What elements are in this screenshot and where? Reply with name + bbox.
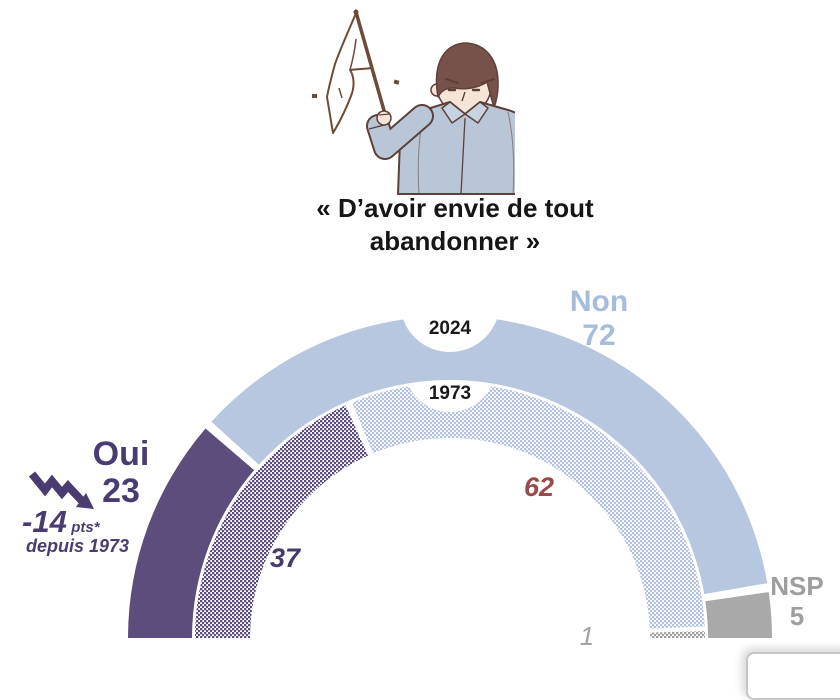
person-figure — [366, 42, 515, 195]
delta-annotation: -14 pts* — [22, 504, 100, 540]
ring-year-label-1973: 1973 — [428, 383, 472, 404]
slide: « D’avoir envie de tout abandonner » 202… — [22, 9, 840, 700]
oui-value-1973: 37 — [269, 543, 301, 573]
chart-title: « D’avoir envie de tout abandonner » — [316, 193, 594, 256]
segment-2024-Oui — [128, 428, 255, 638]
segment-2024-Non — [211, 316, 768, 595]
semicircle-gauge-chart — [128, 316, 772, 638]
ring-year-label-2024: 2024 — [428, 318, 472, 339]
oui-value-2024: 23 — [102, 472, 140, 510]
gauge-ring-1973 — [195, 382, 706, 638]
segment-2024-NSP — [705, 592, 772, 638]
non-label: Non — [569, 285, 629, 318]
white-flag-icon — [312, 9, 400, 134]
corner-popup-edge — [746, 652, 840, 700]
gauge-ring-2024 — [128, 316, 772, 638]
oui-label-block: Oui 23 — [93, 436, 150, 510]
oui-label: Oui — [92, 435, 150, 473]
non-value-1973: 62 — [523, 472, 555, 502]
nsp-label-block: NSP 5 — [770, 571, 823, 631]
delta-value: -14 — [22, 504, 67, 539]
non-value-2024: 72 — [582, 319, 616, 352]
non-label-block: Non 72 — [570, 285, 628, 353]
delta-unit: pts* — [71, 519, 100, 536]
segment-1973-Oui — [195, 405, 369, 638]
segment-1973-Non — [352, 382, 705, 629]
segment-1973-NSP — [649, 631, 706, 638]
zigzag-decline-arrow-icon — [28, 471, 94, 509]
man-with-white-flag-illustration — [312, 9, 515, 195]
nsp-label: NSP — [770, 571, 824, 601]
delta-since-label: depuis 1973 — [26, 536, 130, 556]
nsp-value-1973: 1 — [579, 621, 595, 651]
nsp-value-2024: 5 — [789, 601, 805, 631]
